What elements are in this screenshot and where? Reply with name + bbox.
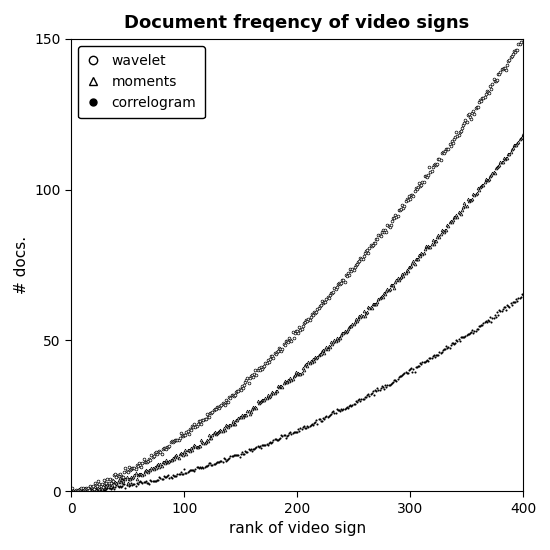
X-axis label: rank of video sign: rank of video sign: [229, 521, 366, 536]
wavelet: [398, 206, 404, 212]
moments: [520, 131, 526, 138]
Line: wavelet: wavelet: [71, 36, 524, 493]
moments: [69, 488, 76, 494]
Legend: wavelet, moments, correlogram: wavelet, moments, correlogram: [78, 46, 205, 118]
correlogram: [520, 292, 526, 299]
wavelet: [395, 207, 402, 214]
correlogram: [70, 488, 77, 494]
Title: Document freqency of video signs: Document freqency of video signs: [124, 14, 470, 32]
correlogram: [249, 447, 255, 454]
Line: correlogram: correlogram: [72, 293, 524, 492]
correlogram: [124, 480, 131, 486]
moments: [353, 316, 359, 323]
moments: [397, 275, 403, 282]
moments: [216, 427, 223, 434]
wavelet: [217, 403, 224, 409]
moments: [394, 274, 401, 281]
wavelet: [70, 488, 77, 494]
wavelet: [69, 485, 76, 491]
moments: [248, 408, 254, 415]
correlogram: [217, 458, 224, 465]
wavelet: [520, 34, 526, 40]
wavelet: [124, 469, 131, 475]
wavelet: [249, 372, 255, 378]
correlogram: [395, 373, 402, 380]
correlogram: [398, 373, 404, 380]
correlogram: [354, 399, 360, 406]
wavelet: [354, 261, 360, 267]
moments: [123, 474, 130, 481]
Line: moments: moments: [71, 133, 524, 493]
correlogram: [69, 488, 76, 494]
Y-axis label: # docs.: # docs.: [14, 236, 29, 294]
correlogram: [519, 290, 525, 297]
